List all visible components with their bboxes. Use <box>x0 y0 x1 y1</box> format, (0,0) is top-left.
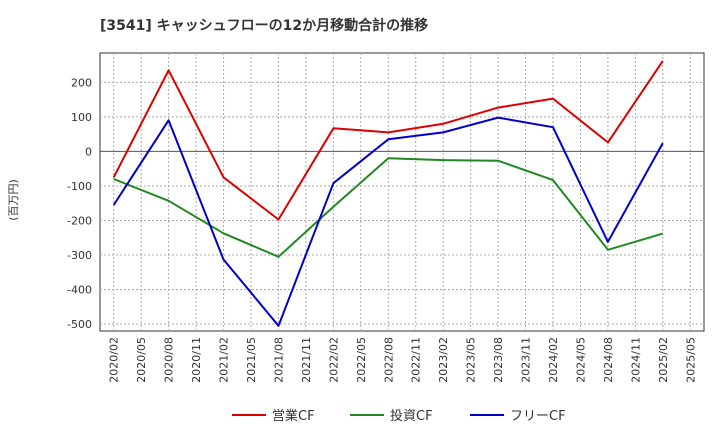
x-tick-label: 2025/05 <box>684 337 697 383</box>
x-tick-label: 2021/08 <box>272 337 285 383</box>
x-tick-label: 2020/05 <box>135 337 148 383</box>
x-tick-label: 2022/08 <box>382 337 395 383</box>
y-tick-label: -500 <box>67 318 92 331</box>
x-tick-label: 2020/11 <box>190 337 203 383</box>
y-tick-label: 0 <box>85 145 92 158</box>
grid <box>100 53 704 331</box>
x-tick-label: 2025/02 <box>657 337 670 383</box>
series-line-3 <box>112 116 664 327</box>
legend: 営業CF 投資CF フリーCF <box>232 408 566 424</box>
x-tick-label: 2024/11 <box>629 337 642 383</box>
x-tick-label: 2023/02 <box>437 337 450 383</box>
x-tick-label: 2021/02 <box>218 337 231 383</box>
x-tick-label: 2023/05 <box>465 337 478 383</box>
x-tick-label: 2021/05 <box>245 337 258 383</box>
x-tick-label: 2023/11 <box>520 337 533 383</box>
y-ticks: 200 100 0 -100 -200 -300 -400 -500 <box>67 76 92 331</box>
series-line-1 <box>112 60 664 221</box>
y-tick-label: -400 <box>67 284 92 297</box>
series-lines <box>112 60 664 327</box>
legend-label: 投資CF <box>390 408 433 424</box>
x-ticks: 2020/02 2020/05 2020/08 2020/11 2021/02 2021/… <box>108 337 698 383</box>
series-line-2 <box>113 157 664 258</box>
legend-label: フリーCF <box>510 409 566 424</box>
x-tick-label: 2023/08 <box>492 337 505 383</box>
y-tick-label: -200 <box>67 214 92 227</box>
y-tick-label: 100 <box>71 111 92 124</box>
x-tick-label: 2020/02 <box>108 337 121 383</box>
x-tick-label: 2024/05 <box>574 337 587 383</box>
y-tick-label: -100 <box>67 180 92 193</box>
y-axis-label: (百万円) <box>7 179 20 221</box>
x-tick-label: 2024/08 <box>602 337 615 383</box>
x-tick-label: 2022/05 <box>355 337 368 383</box>
x-tick-label: 2020/08 <box>163 337 176 383</box>
x-tick-label: 2021/11 <box>300 337 313 383</box>
chart-title: [3541] キャッシュフローの12か月移動合計の推移 <box>100 17 428 34</box>
y-tick-label: -300 <box>67 249 92 262</box>
legend-label: 営業CF <box>272 408 315 424</box>
plot-area <box>99 52 705 332</box>
y-tick-label: 200 <box>71 76 92 89</box>
x-tick-label: 2024/02 <box>547 337 560 383</box>
x-tick-label: 2022/02 <box>327 337 340 383</box>
x-tick-label: 2022/11 <box>410 337 423 383</box>
